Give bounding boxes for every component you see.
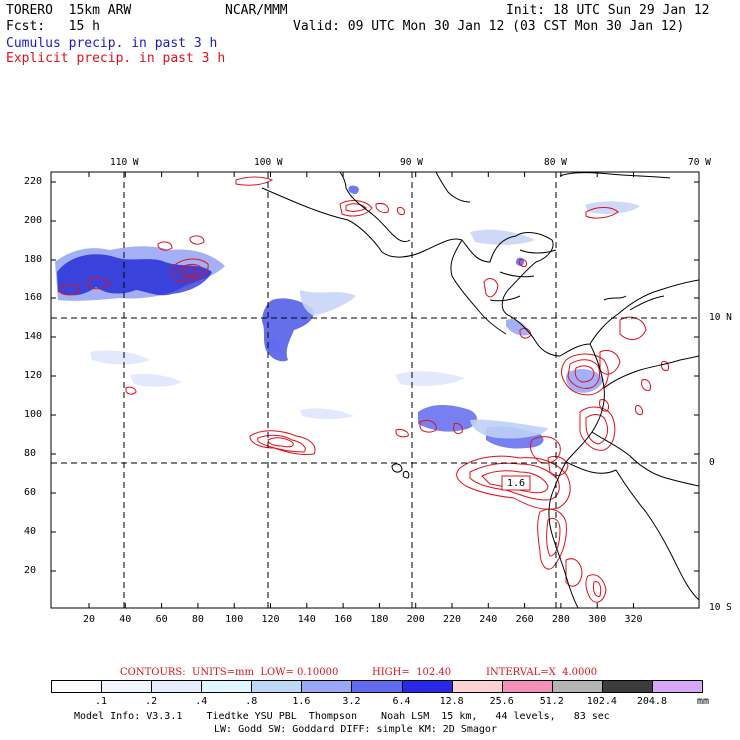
- x-tick-label: 20: [82, 614, 96, 625]
- y-tick-label: 120: [24, 370, 43, 381]
- colorbar-unit: mm: [697, 696, 710, 707]
- contour-label: 1.6: [507, 478, 526, 489]
- colorbar-label: .1: [95, 696, 108, 707]
- lon-label-100w: 100 W: [254, 157, 283, 168]
- x-tick-label: 120: [261, 614, 280, 625]
- lon-label-80w: 80 W: [544, 157, 567, 168]
- lat-label-10n: 10 N: [709, 312, 732, 323]
- colorbar-swatch: [201, 680, 253, 693]
- lon-label-90w: 90 W: [400, 157, 423, 168]
- x-tick-label: 280: [551, 614, 570, 625]
- x-tick-label: 180: [370, 614, 389, 625]
- colorbar-swatch: [301, 680, 353, 693]
- forecast-hour: Fcst: 15 h: [6, 19, 100, 34]
- x-tick-label: 320: [624, 614, 643, 625]
- x-tick-label: 160: [334, 614, 353, 625]
- colorbar-swatch: [351, 680, 403, 693]
- model-info-line1: Model Info: V3.3.1 Tiedtke YSU PBL Thomp…: [74, 711, 610, 722]
- colorbar-label: 6.4: [392, 696, 411, 707]
- y-tick-label: 140: [24, 331, 43, 342]
- lon-label-70w: 70 W: [688, 157, 711, 168]
- valid-time: Valid: 09 UTC Mon 30 Jan 12 (03 CST Mon …: [293, 19, 685, 34]
- coastlines: [261, 172, 699, 608]
- y-tick-label: 40: [24, 526, 37, 537]
- contours-interval: INTERVAL=X 4.0000: [486, 667, 598, 678]
- colorbar-swatch: [651, 680, 703, 693]
- colorbar-swatch: [101, 680, 153, 693]
- model-title: TORERO 15km ARW: [6, 3, 132, 18]
- model-info-line2: LW: Godd SW: Goddard DIFF: simple KM: 2D…: [214, 724, 497, 735]
- cumulus-precip-areas: [55, 185, 640, 449]
- y-tick-label: 100: [24, 409, 43, 420]
- x-tick-label: 220: [442, 614, 462, 625]
- y-tick-label: 60: [24, 487, 37, 498]
- x-tick-label: 100: [225, 614, 244, 625]
- y-tick-label: 20: [24, 565, 37, 576]
- explicit-legend: Explicit precip. in past 3 h: [6, 51, 226, 66]
- colorbar-swatch: [451, 680, 503, 693]
- colorbar-label: .8: [245, 696, 258, 707]
- contours-info: CONTOURS: UNITS=mm LOW= 0.10000: [120, 667, 339, 678]
- x-tick-label: 60: [155, 614, 168, 625]
- x-tick-label: 200: [406, 614, 425, 625]
- lat-label-10s: 10 S: [709, 602, 732, 613]
- x-tick-label: 140: [297, 614, 316, 625]
- x-tick-label: 300: [588, 614, 607, 625]
- x-tick-label: 260: [515, 614, 534, 625]
- colorbar-swatch: [501, 680, 553, 693]
- colorbar-label: 1.6: [292, 696, 311, 707]
- y-tick-label: 180: [24, 254, 43, 265]
- graticule: [51, 172, 699, 608]
- colorbar-label: .4: [195, 696, 208, 707]
- colorbar-label: .2: [145, 696, 158, 707]
- x-tick-label: 80: [191, 614, 204, 625]
- colorbar-label: 102.4: [586, 696, 617, 707]
- y-tick-label: 220: [24, 176, 43, 187]
- colorbar-label: 51.2: [539, 696, 564, 707]
- y-tick-label: 200: [24, 215, 43, 226]
- colorbar-label: 12.8: [439, 696, 464, 707]
- contours-high: HIGH= 102.40: [372, 667, 452, 678]
- colorbar-swatch: [401, 680, 453, 693]
- lon-label-110w: 110 W: [110, 157, 139, 168]
- init-time: Init: 18 UTC Sun 29 Jan 12: [506, 3, 710, 18]
- y-tick-label: 160: [24, 292, 43, 303]
- colorbar-label: 25.6: [489, 696, 514, 707]
- colorbar-swatch: [151, 680, 203, 693]
- colorbar-label: 204.8: [636, 696, 667, 707]
- x-tick-label: 240: [479, 614, 498, 625]
- colorbar-label: 3.2: [342, 696, 361, 707]
- organization-label: NCAR/MMM: [225, 3, 288, 18]
- x-tick-label: 40: [119, 614, 132, 625]
- colorbar-swatch: [601, 680, 653, 693]
- colorbar-swatch: [251, 680, 303, 693]
- y-tick-label: 80: [24, 448, 37, 459]
- colorbar-swatch: [551, 680, 603, 693]
- lat-label-0: 0: [709, 457, 715, 468]
- cumulus-legend: Cumulus precip. in past 3 h: [6, 36, 218, 51]
- colorbar-swatch: [51, 680, 103, 693]
